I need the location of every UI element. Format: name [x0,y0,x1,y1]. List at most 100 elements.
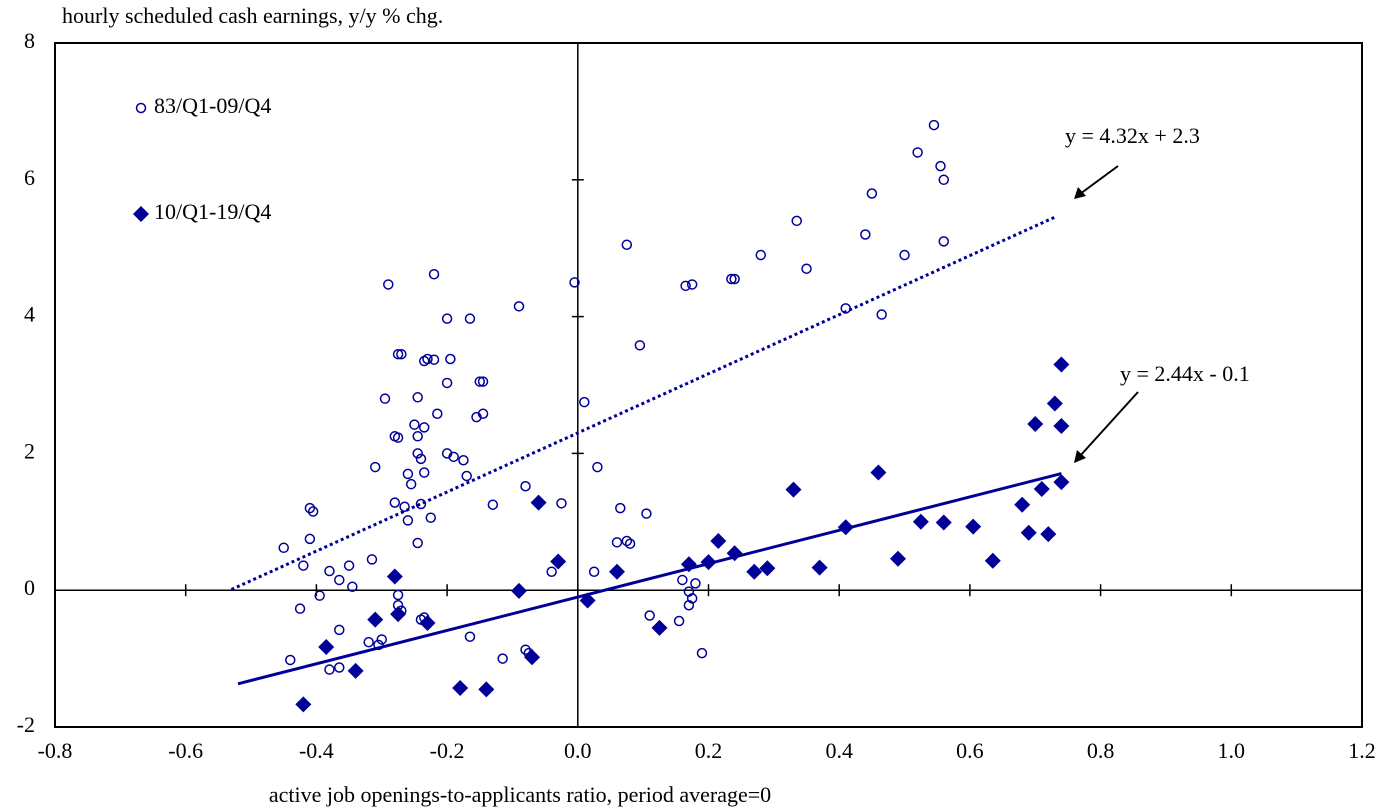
data-point [710,532,727,549]
data-point [1033,480,1050,497]
data-point [890,550,907,567]
data-point [419,615,436,632]
data-point [588,566,600,577]
data-point [1053,356,1070,373]
y-tick-label: -2 [17,712,35,737]
data-point [1053,418,1070,435]
data-point [324,664,335,675]
data-point [278,542,289,554]
x-tick-label: 1.2 [1348,738,1376,763]
data-point [285,654,296,666]
x-tick-label: 0.2 [695,738,723,763]
x-tick-label: -0.4 [299,738,334,763]
data-point [686,279,698,290]
data-point [376,634,387,645]
data-point [458,454,469,466]
data-point [912,513,929,530]
y-axis-label: hourly scheduled cash earnings, y/y % ch… [62,3,443,28]
x-tick-label: 0.0 [564,738,592,763]
y-tick-label: 4 [24,302,35,327]
data-point [696,647,708,659]
data-point [870,464,887,481]
data-point [615,502,626,514]
trend-line [237,472,1062,686]
data-point [592,461,603,473]
data-point [1053,474,1070,491]
data-point [412,448,423,459]
data-point [729,273,740,285]
data-point [399,501,410,513]
data-point [477,376,489,387]
data-point [801,263,812,274]
annotation-arrow [1079,391,1139,457]
data-point [935,514,952,531]
legend-marker [133,206,149,222]
data-point [497,653,508,664]
data-point [621,239,633,251]
data-point [389,497,401,508]
data-point [569,277,580,288]
data-point [550,553,567,570]
annotation-arrow [1079,165,1119,195]
data-point [448,451,459,463]
data-point [938,236,950,247]
data-point [314,590,325,601]
data-point [965,518,982,535]
y-tick-label: 6 [24,165,35,190]
x-tick-label: -0.2 [430,738,465,763]
data-point [474,376,486,387]
data-point [755,249,767,261]
data-point [726,545,743,562]
data-point [837,519,854,536]
x-tick-label: 0.4 [825,738,853,763]
data-point [520,480,531,492]
data-point [402,515,414,526]
data-point [651,619,668,636]
trend-label: y = 2.44x - 0.1 [1120,361,1250,386]
y-tick-label: 8 [24,28,35,53]
data-point [690,578,701,589]
data-point [1040,526,1057,543]
data-point [935,160,946,172]
data-point [579,396,590,408]
x-axis-label: active job openings-to-applicants ratio,… [269,782,771,807]
data-point [334,662,345,673]
data-point [452,680,469,697]
data-point [759,560,776,577]
data-point [298,560,309,571]
data-point [343,560,355,571]
data-point [412,392,423,403]
x-tick-label: 0.8 [1087,738,1115,763]
data-point [390,606,407,623]
data-point [347,581,358,593]
data-point [369,461,381,473]
data-point [396,348,407,360]
data-point [425,512,437,523]
data-point [464,631,476,642]
data-point [304,502,316,514]
data-point [461,470,472,482]
data-point [418,355,430,367]
data-point [418,422,430,433]
data-point [680,556,697,573]
data-point [432,408,443,419]
data-point [471,411,482,423]
data-point [1046,395,1063,412]
data-point [347,662,364,679]
data-point [409,419,420,430]
y-tick-label: 2 [24,438,35,463]
data-point [624,538,636,549]
data-point [785,481,802,498]
data-point [464,313,476,324]
data-point [726,273,737,285]
data-point [634,340,646,351]
data-point [415,498,427,510]
arrow-head [1074,187,1086,199]
data-point [746,563,763,580]
data-point [621,535,633,547]
data-point [530,494,547,511]
data-point [984,552,1001,569]
data-point [294,603,306,614]
data-point [367,611,384,628]
